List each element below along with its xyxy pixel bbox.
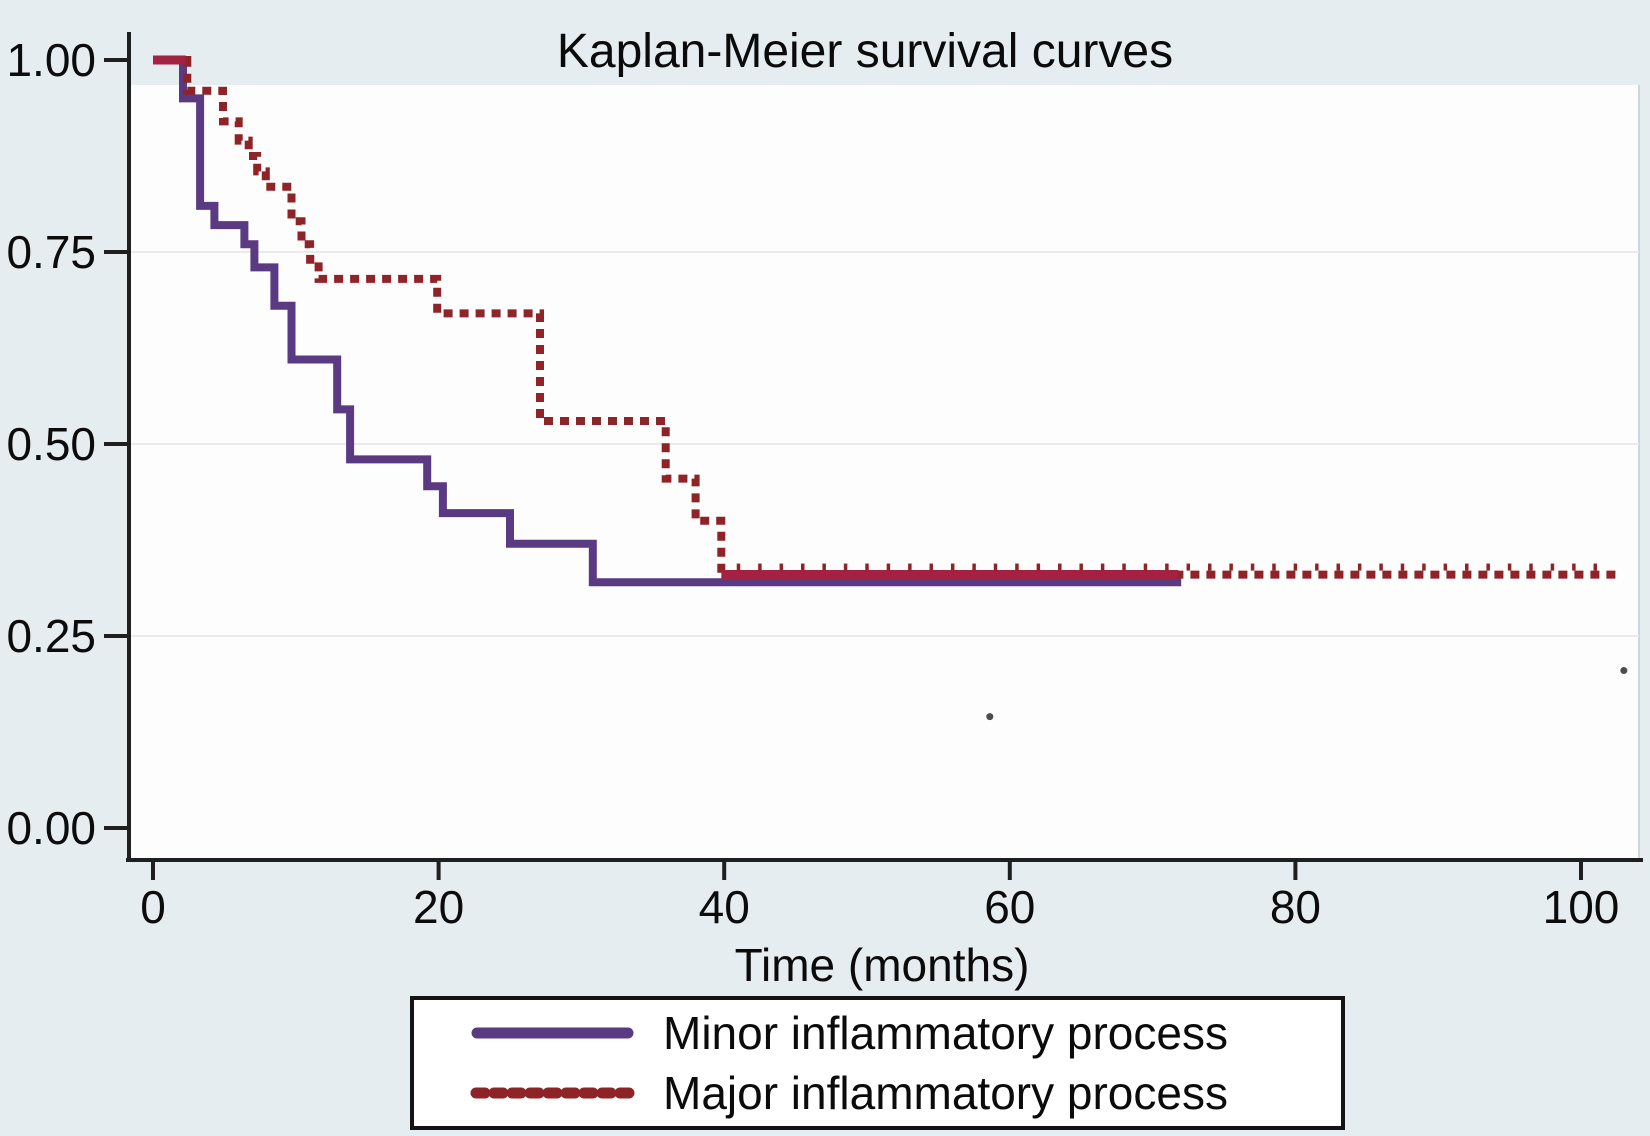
minor-series-line bbox=[153, 56, 1182, 587]
y-tick-label: 0.00 bbox=[6, 802, 96, 854]
legend-box: Minor inflammatory process Major inflamm… bbox=[410, 996, 1345, 1130]
x-tick-label: 100 bbox=[1543, 881, 1620, 933]
plot-area bbox=[129, 85, 1639, 858]
x-tick-label: 60 bbox=[984, 881, 1035, 933]
y-tick-label: 0.25 bbox=[6, 610, 96, 662]
chart-title: Kaplan-Meier survival curves bbox=[556, 25, 1174, 78]
legend-row-minor: Minor inflammatory process bbox=[470, 1007, 1341, 1059]
x-tick-label: 20 bbox=[413, 881, 464, 933]
x-tick-label: 40 bbox=[699, 881, 750, 933]
major-series-line bbox=[153, 56, 1617, 579]
y-tick-label: 1.00 bbox=[6, 34, 96, 86]
x-tick-label: 80 bbox=[1270, 881, 1321, 933]
y-tick-label: 0.50 bbox=[6, 418, 96, 470]
legend-label-major: Major inflammatory process bbox=[663, 1067, 1228, 1119]
x-tick-label: 0 bbox=[140, 881, 166, 933]
stray-mark bbox=[986, 713, 994, 721]
y-tick-label: 0.75 bbox=[6, 226, 96, 278]
x-axis-label: Time (months) bbox=[734, 939, 1030, 991]
legend-row-major: Major inflammatory process bbox=[470, 1067, 1341, 1119]
legend-label-minor: Minor inflammatory process bbox=[663, 1007, 1228, 1059]
stray-mark bbox=[1620, 667, 1628, 675]
legend-minor-line-icon bbox=[471, 1027, 634, 1039]
legend-major-line-icon bbox=[470, 1087, 635, 1099]
